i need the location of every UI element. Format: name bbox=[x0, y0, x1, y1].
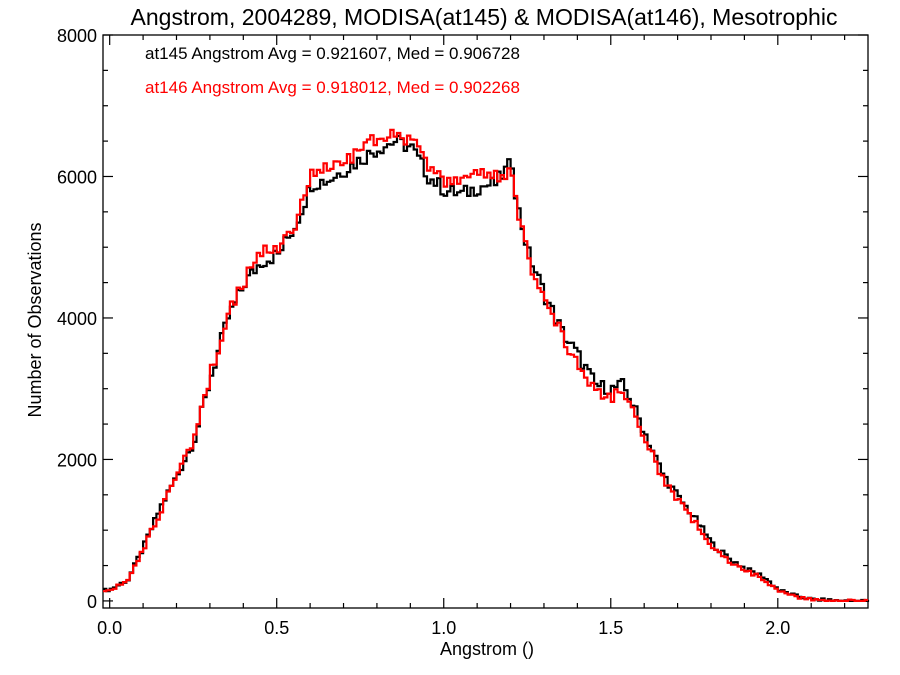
x-tick-label: 1.0 bbox=[431, 618, 456, 638]
x-tick-label: 0.5 bbox=[264, 618, 289, 638]
series-line-at145 bbox=[103, 134, 870, 602]
chart-title: Angstrom, 2004289, MODISA(at145) & MODIS… bbox=[131, 4, 838, 30]
y-tick-label: 2000 bbox=[57, 450, 97, 470]
legend: at145 Angstrom Avg = 0.921607, Med = 0.9… bbox=[145, 44, 520, 97]
series-lines bbox=[103, 128, 870, 602]
y-tick-label: 8000 bbox=[57, 26, 97, 46]
y-axis-label: Number of Observations bbox=[25, 222, 45, 417]
y-tick-label: 4000 bbox=[57, 309, 97, 329]
legend-entry-at146: at146 Angstrom Avg = 0.918012, Med = 0.9… bbox=[145, 78, 520, 97]
y-tick-label: 6000 bbox=[57, 167, 97, 187]
series-line-at146 bbox=[103, 128, 868, 602]
x-tick-label: 2.0 bbox=[765, 618, 790, 638]
x-tick-label: 0.0 bbox=[97, 618, 122, 638]
plot-frame bbox=[102, 34, 869, 609]
x-tick-label: 1.5 bbox=[598, 618, 623, 638]
y-tick-label: 0 bbox=[87, 592, 97, 612]
legend-entry-at145: at145 Angstrom Avg = 0.921607, Med = 0.9… bbox=[145, 44, 520, 63]
x-axis-label: Angstrom () bbox=[440, 639, 534, 659]
axis-ticks: 0.0 0.5 1.0 1.5 2.0 0 2000 4000 6000 8000 bbox=[57, 26, 868, 638]
